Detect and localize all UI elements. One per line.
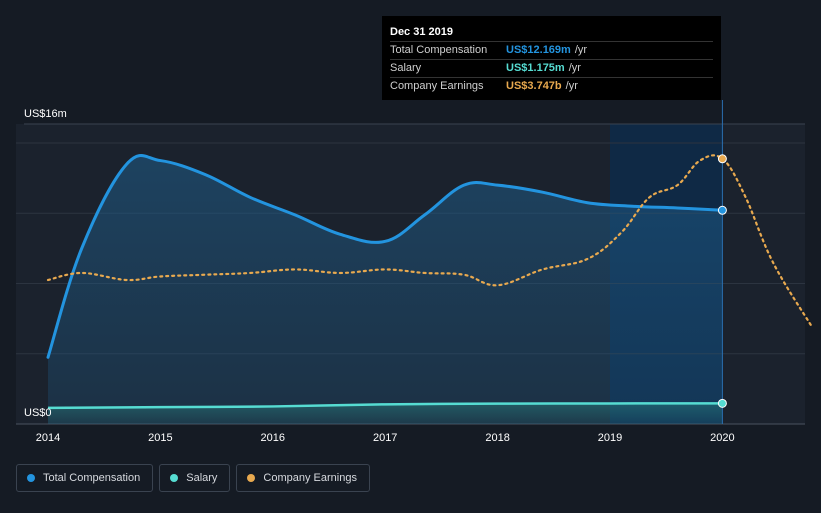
legend-dot-icon (170, 474, 179, 482)
legend-item-total-compensation[interactable]: Total Compensation (16, 464, 154, 492)
tooltip-value: US$12.169m (506, 44, 571, 56)
tooltip-label: Total Compensation (390, 44, 488, 56)
chart-tooltip: Dec 31 2019 Total Compensation US$12.169… (382, 16, 721, 100)
tooltip-value: US$3.747b (506, 80, 562, 92)
y-axis-label-min: US$0 (24, 407, 52, 419)
tooltip-value: US$1.175m (506, 62, 565, 74)
tooltip-unit: /yr (574, 44, 588, 56)
x-axis-tick-label: 2019 (598, 432, 622, 444)
x-axis-tick-label: 2016 (261, 432, 285, 444)
tooltip-row-earnings: Company Earnings US$3.747b /yr (390, 77, 713, 95)
total-compensation-line (46, 154, 724, 359)
y-axis-label-max: US$16m (24, 108, 67, 120)
salary-area (48, 403, 723, 424)
tooltip-unit: /yr (568, 62, 581, 74)
salary-marker (717, 398, 727, 408)
x-axis-tick-label: 2018 (485, 432, 509, 444)
legend-dot-icon (27, 474, 35, 482)
tooltip-unit: /yr (565, 80, 578, 92)
x-axis-tick-label: 2014 (36, 432, 60, 444)
legend-item-salary[interactable]: Salary (159, 464, 231, 492)
tooltip-label: Company Earnings (390, 80, 484, 92)
x-axis-tick-label: 2015 (148, 432, 172, 444)
total-compensation-area (48, 155, 723, 424)
company-earnings-marker (717, 154, 727, 164)
salary-line (47, 402, 723, 410)
legend-dot-icon (247, 474, 256, 482)
tooltip-row-total: Total Compensation US$12.169m /yr (390, 41, 713, 59)
legend-item-company-earnings[interactable]: Company Earnings (236, 464, 370, 492)
legend-label: Salary (186, 472, 218, 484)
legend-label: Total Compensation (43, 472, 141, 484)
tooltip-title: Dec 31 2019 (390, 26, 453, 38)
chart-legend: Total Compensation Salary Company Earnin… (16, 464, 370, 492)
x-axis-tick-label: 2020 (710, 432, 734, 444)
x-axis-tick-label: 2017 (373, 432, 397, 444)
legend-label: Company Earnings (263, 472, 357, 484)
tooltip-row-salary: Salary US$1.175m /yr (390, 59, 713, 77)
company-earnings-line (46, 154, 814, 329)
tooltip-label: Salary (390, 62, 422, 74)
total-compensation-marker (717, 205, 727, 215)
